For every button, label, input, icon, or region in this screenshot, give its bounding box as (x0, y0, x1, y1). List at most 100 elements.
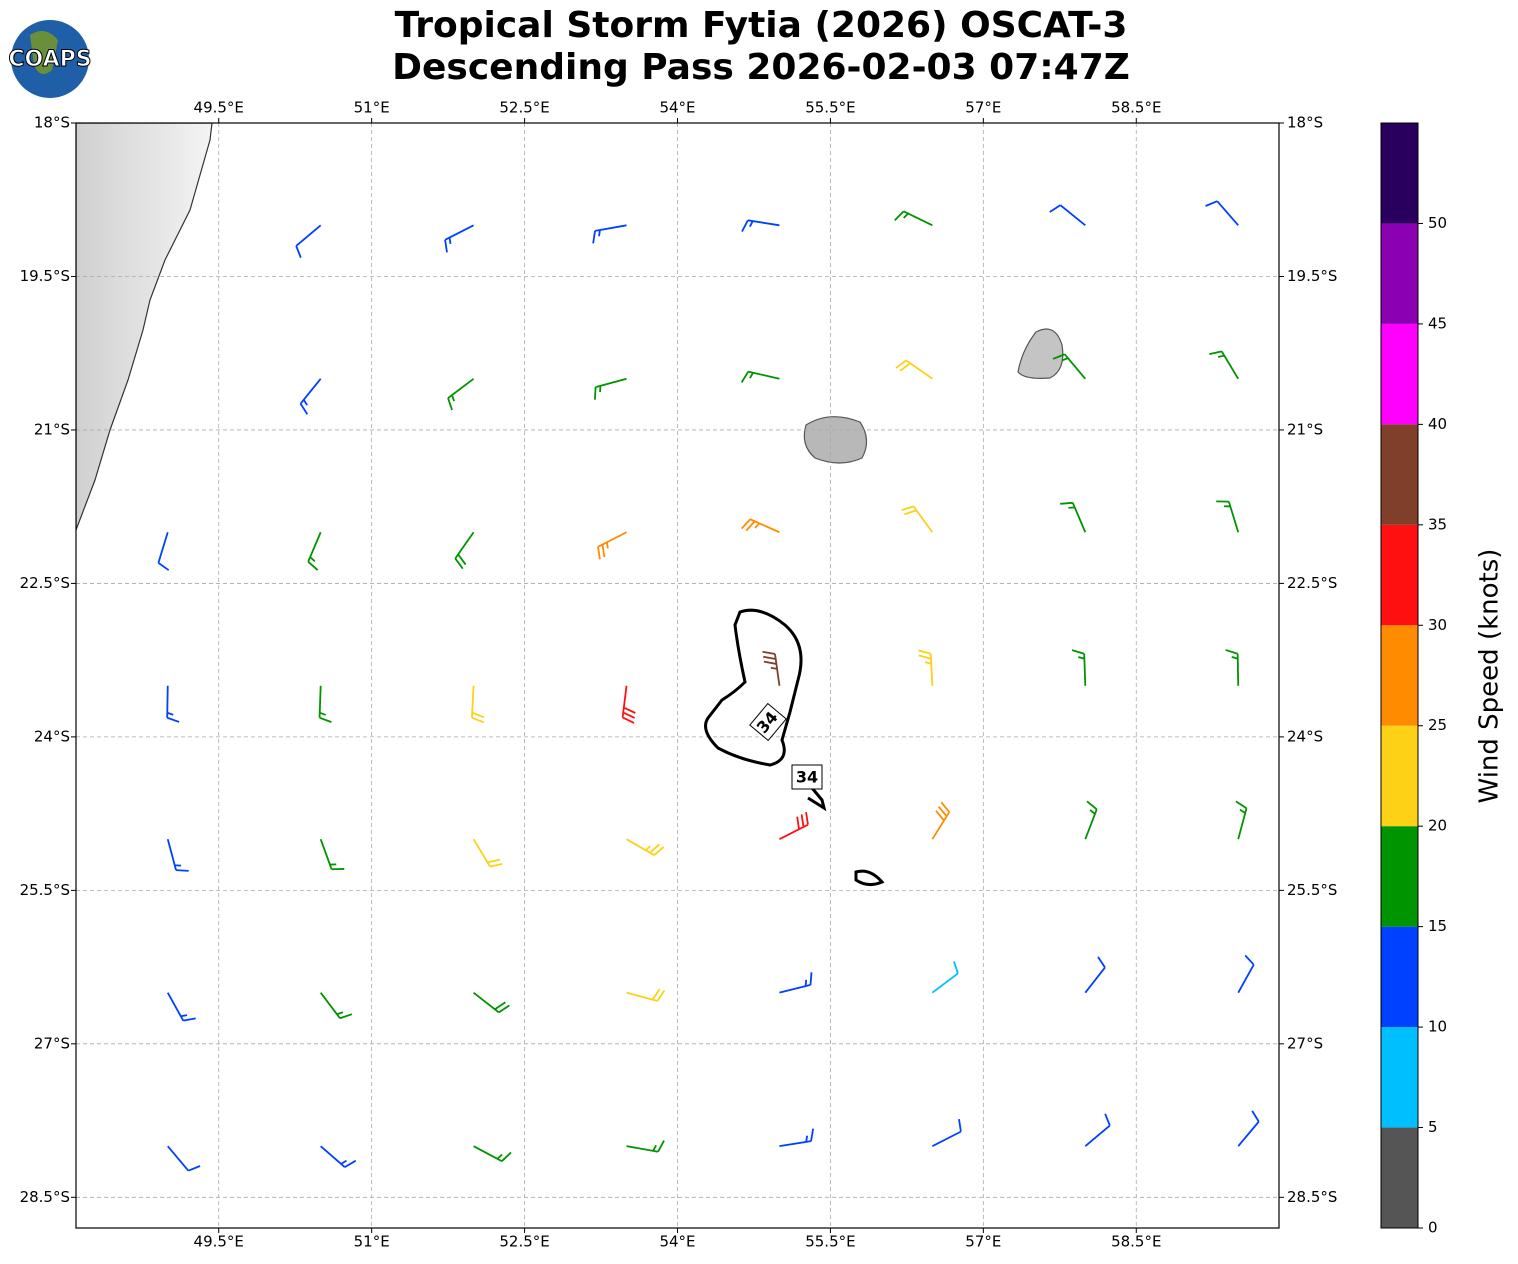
colorbar-tick-label: 35 (1428, 515, 1447, 533)
colorbar-tick-label: 15 (1428, 917, 1447, 935)
wind-barb (1237, 954, 1255, 994)
colorbar-frame (1380, 122, 1419, 1229)
wind-barb (319, 838, 345, 871)
colorbar-segment (1381, 524, 1418, 626)
grid-layer: 49.5°E 49.5°E 51°E 51°E 52.5°E 52.5°E 54°E 54°E… (20, 99, 1338, 1251)
logo: COAPS (8, 20, 92, 98)
colorbar-segment (1381, 323, 1418, 425)
x-tick-label: 54°E (659, 1233, 695, 1251)
y-tick-label: 28.5°S (1287, 1188, 1337, 1206)
x-tick-label: 52.5°E (499, 99, 549, 117)
wind-barb (473, 991, 510, 1014)
wind-barb (1052, 353, 1086, 380)
wind-barb (597, 531, 627, 560)
wind-barb (762, 650, 781, 686)
wind-barb (918, 649, 934, 686)
y-tick-label: 21°S (1287, 420, 1323, 438)
chart-title: Tropical Storm Fytia (2026) OSCAT-3 (395, 5, 1128, 46)
contour-line (854, 869, 885, 887)
colorbar-segment (1381, 926, 1418, 1028)
y-tick-label: 18°S (34, 114, 70, 132)
wind-barb (454, 531, 475, 570)
wind-barb (320, 1145, 357, 1168)
wind-barb (295, 224, 322, 258)
wind-barb (741, 518, 780, 534)
wind-barb (779, 812, 809, 841)
wind-barb (1235, 800, 1248, 840)
wind-barb (931, 801, 951, 840)
y-tick-label: 25.5°S (1287, 881, 1337, 899)
wind-barb (779, 1128, 815, 1148)
colorbar-tick-label: 5 (1428, 1118, 1438, 1136)
colorbar-tick-label: 10 (1428, 1018, 1447, 1036)
x-tick-label: 58.5°E (1111, 1233, 1161, 1251)
wind-barb (593, 377, 627, 400)
x-tick-label: 51°E (354, 99, 390, 117)
madagascar (76, 123, 213, 531)
colorbar-tick-label: 45 (1428, 314, 1447, 332)
contour-label: 34 (796, 768, 818, 787)
wind-barb (895, 359, 933, 380)
y-tick-label: 22.5°S (20, 574, 70, 592)
colorbar-segment (1381, 826, 1418, 927)
wind-barb (741, 219, 780, 232)
wind-barb (307, 531, 322, 571)
y-tick-label: 21°S (34, 420, 70, 438)
contour-line (807, 787, 827, 812)
y-tick-label: 18°S (1287, 114, 1323, 132)
colorbar-tick-label: 20 (1428, 817, 1447, 835)
colorbar-segment (1381, 625, 1418, 726)
wind-barb (1209, 350, 1239, 380)
wind-barb (1071, 649, 1087, 686)
wind-barb (901, 505, 934, 533)
y-tick-label: 22.5°S (1287, 574, 1337, 592)
wind-barb (1084, 1113, 1111, 1147)
reunion (803, 416, 868, 464)
contour-label-box (791, 764, 823, 790)
barb-layer (157, 200, 1260, 1172)
x-tick-label: 52.5°E (499, 1233, 549, 1251)
y-tick-label: 28.5°S (20, 1188, 70, 1206)
logo-text: COAPS (8, 47, 91, 72)
x-tick-label: 57°E (965, 99, 1001, 117)
plot-frame (75, 122, 1280, 1229)
colorbar-segment (1381, 123, 1418, 224)
x-tick-label: 58.5°E (1111, 99, 1161, 117)
colorbar-segment (1381, 223, 1418, 324)
contour-34kt: 34 34 (704, 608, 885, 887)
y-tick-label: 24°S (34, 727, 70, 745)
land (76, 123, 1064, 531)
wind-barb (1216, 500, 1240, 533)
wind-barb (1060, 501, 1087, 533)
wind-barb (931, 961, 959, 994)
colorbar-tick-label: 50 (1428, 214, 1447, 232)
x-tick-label: 51°E (354, 1233, 390, 1251)
wind-barb (626, 1140, 665, 1153)
wind-barb (472, 838, 503, 868)
x-tick-label: 55.5°E (805, 1233, 855, 1251)
wind-barb (621, 685, 636, 724)
wind-barb (1205, 200, 1239, 226)
wind-barb (318, 685, 332, 723)
wind-barb (779, 972, 813, 994)
wind-barb (157, 531, 170, 571)
wind-barb (1049, 204, 1086, 227)
chart-subtitle: Descending Pass 2026-02-03 07:47Z (392, 47, 1130, 88)
wind-barb (166, 685, 180, 723)
logo-land (30, 31, 58, 74)
y-tick-label: 27°S (34, 1034, 70, 1052)
x-tick-label: 57°E (965, 1233, 1001, 1251)
wind-barb (894, 210, 933, 227)
y-tick-label: 27°S (1287, 1034, 1323, 1052)
colorbar: 0 5 10 15 20 25 30 35 40 45 50 (1380, 122, 1447, 1237)
wind-barb (1225, 649, 1240, 686)
wind-barb (626, 988, 666, 1002)
y-tick-label: 24°S (1287, 727, 1323, 745)
colorbar-tick-label: 25 (1428, 716, 1447, 734)
wind-barb (299, 378, 322, 415)
wind-barb (471, 685, 485, 724)
y-tick-label: 19.5°S (20, 267, 70, 285)
x-tick-label: 54°E (659, 99, 695, 117)
contour-line (704, 608, 803, 767)
